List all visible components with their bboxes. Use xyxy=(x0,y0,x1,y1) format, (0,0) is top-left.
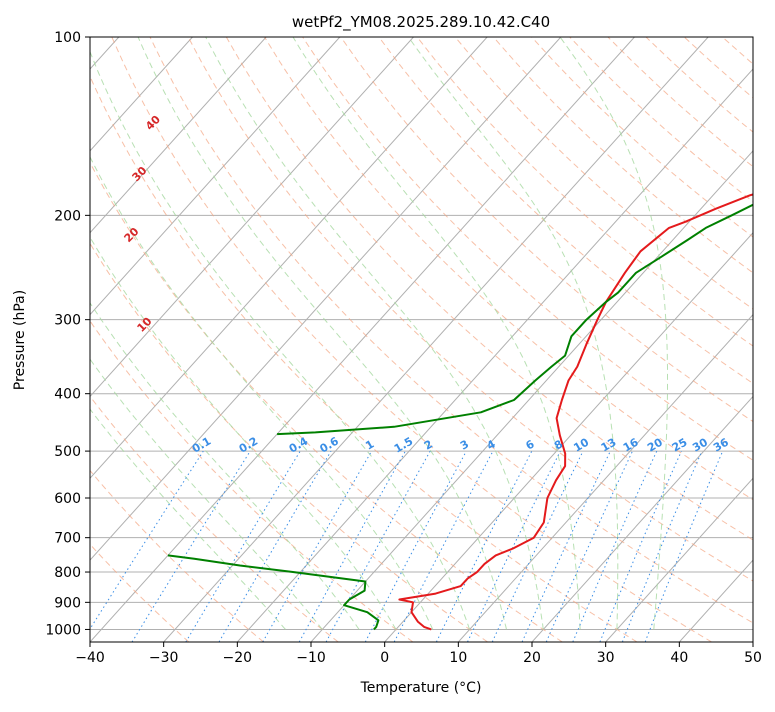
y-tick-label: 500 xyxy=(54,444,81,460)
isotherm-line xyxy=(753,37,775,642)
x-tick-label: −30 xyxy=(149,650,179,666)
y-tick-label: 300 xyxy=(54,313,81,329)
y-tick-label: 700 xyxy=(54,531,81,547)
y-tick-label: 100 xyxy=(54,30,81,46)
y-tick-label: 800 xyxy=(54,565,81,581)
x-tick-label: 50 xyxy=(744,650,762,666)
y-tick-label: 400 xyxy=(54,387,81,403)
dry-adiabat-line xyxy=(761,37,775,642)
x-tick-label: −20 xyxy=(223,650,253,666)
x-tick-label: 10 xyxy=(449,650,467,666)
y-tick-label: 200 xyxy=(54,208,81,224)
x-axis-label: Temperature (°C) xyxy=(360,680,482,696)
x-tick-label: 20 xyxy=(523,650,541,666)
x-tick-label: 40 xyxy=(670,650,688,666)
x-tick-label: 0 xyxy=(380,650,389,666)
chart-title: wetPf2_YM08.2025.289.10.42.C40 xyxy=(292,13,550,32)
y-tick-label: 1000 xyxy=(45,622,81,638)
y-tick-label: 900 xyxy=(54,595,81,611)
plot-background xyxy=(90,37,753,642)
y-axis-label: Pressure (hPa) xyxy=(12,290,28,390)
x-tick-label: 30 xyxy=(597,650,615,666)
x-tick-label: −40 xyxy=(75,650,105,666)
x-tick-label: −10 xyxy=(296,650,326,666)
y-tick-label: 600 xyxy=(54,491,81,507)
